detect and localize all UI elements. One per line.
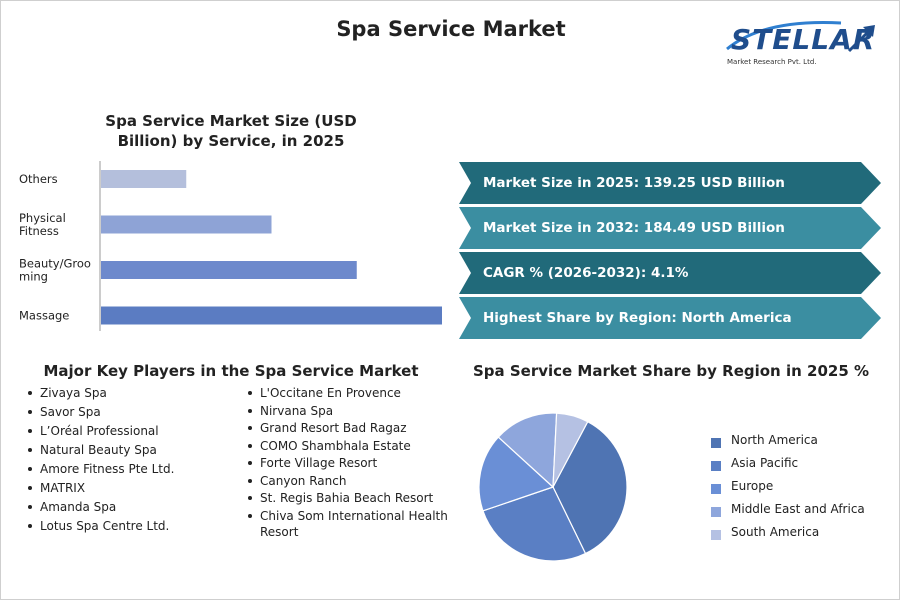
player-item: Nirvana Spa xyxy=(245,403,455,419)
pie-slice-asia-pacific xyxy=(482,486,587,562)
pie-slice-europe xyxy=(478,436,555,512)
logo-wordmark: STELLAR xyxy=(731,23,876,56)
category-label-line: Fitness xyxy=(19,224,59,238)
arrow-fill xyxy=(459,252,881,294)
legend-label: Europe xyxy=(731,479,774,493)
category-label-line: ming xyxy=(19,270,48,284)
bar-massage xyxy=(101,306,442,325)
legend-label: North America xyxy=(731,433,818,447)
arrow-fill xyxy=(459,162,881,204)
info-card-market-size-2032: Market Size in 2032: 184.49 USD Billion xyxy=(459,207,881,249)
info-card-text: CAGR % (2026-2032): 4.1% xyxy=(483,265,689,281)
player-item: Canyon Ranch xyxy=(245,473,455,489)
page-title: Spa Service Market xyxy=(336,17,566,41)
pie-slice-south-america xyxy=(552,412,589,488)
category-label: Beauty/Groo ming xyxy=(19,257,91,284)
info-card-text: Highest Share by Region: North America xyxy=(483,310,792,326)
player-item: Amanda Spa xyxy=(25,499,225,515)
legend-swatch xyxy=(711,438,721,448)
players-list-right: L'Occitane En Provence Nirvana Spa Grand… xyxy=(245,385,455,541)
players-title: Major Key Players in the Spa Service Mar… xyxy=(43,362,419,380)
info-card-market-size-2025: Market Size in 2025: 139.25 USD Billion xyxy=(459,162,881,204)
arrow-shape xyxy=(459,207,881,249)
info-card-cagr: CAGR % (2026-2032): 4.1% xyxy=(459,252,881,294)
arrow-fill xyxy=(459,297,881,339)
arrow-shape xyxy=(459,162,881,204)
player-item: Savor Spa xyxy=(25,404,225,420)
category-label: Massage xyxy=(19,309,69,323)
info-card-text: Market Size in 2025: 139.25 USD Billion xyxy=(483,175,785,191)
player-item: L’Oréal Professional xyxy=(25,423,225,439)
stellar-logo: STELLAR Market Research Pvt. Ltd. xyxy=(723,15,883,71)
legend-label: Middle East and Africa xyxy=(731,502,865,516)
legend-swatch xyxy=(711,461,721,471)
player-item: Zivaya Spa xyxy=(25,385,225,401)
player-item: Lotus Spa Centre Ltd. xyxy=(25,518,225,534)
player-item: St. Regis Bahia Beach Resort xyxy=(245,490,455,506)
pie-chart-title: Spa Service Market Share by Region in 20… xyxy=(472,362,870,380)
pie-chart xyxy=(478,412,628,562)
player-item: Forte Village Resort xyxy=(245,455,455,471)
legend-swatch xyxy=(711,530,721,540)
bar-others xyxy=(101,170,187,188)
category-label-line: Others xyxy=(19,172,58,186)
legend-swatch xyxy=(711,484,721,494)
arrow-fill xyxy=(459,207,881,249)
player-item: Amore Fitness Pte Ltd. xyxy=(25,461,225,477)
pie-slice-north-america xyxy=(552,420,628,555)
players-list-left: Zivaya Spa Savor Spa L’Oréal Professiona… xyxy=(25,385,225,537)
logo-subtitle: Market Research Pvt. Ltd. xyxy=(727,58,817,66)
info-card-text: Market Size in 2032: 184.49 USD Billion xyxy=(483,220,785,236)
player-item: Chiva Som International Health Resort xyxy=(245,508,455,540)
category-label-line: Physical xyxy=(19,211,66,225)
bar-physical-fitness xyxy=(101,215,272,234)
player-item: MATRIX xyxy=(25,480,225,496)
arrow-shape xyxy=(459,252,881,294)
player-item: Natural Beauty Spa xyxy=(25,442,225,458)
category-label: Physical Fitness xyxy=(19,211,66,238)
legend-label: Asia Pacific xyxy=(731,456,799,470)
logo-swoosh-icon xyxy=(726,21,875,53)
category-label: Others xyxy=(19,172,58,186)
player-item: L'Occitane En Provence xyxy=(245,385,455,401)
pie-slice-middle-east-and-africa xyxy=(497,412,558,489)
player-item: COMO Shambhala Estate xyxy=(245,438,455,454)
bar-beauty-grooming xyxy=(101,261,357,279)
legend-label: South America xyxy=(731,525,820,539)
category-label-line: Beauty/Groo xyxy=(19,257,91,271)
arrow-shape xyxy=(459,297,881,339)
info-card-highest-share: Highest Share by Region: North America xyxy=(459,297,881,339)
bar-chart: Others Physical Fitness Beauty/Groo ming Mass… xyxy=(19,161,442,331)
bar-chart-title: Spa Service Market Size (USD Billion) by… xyxy=(105,112,357,150)
category-label-line: Massage xyxy=(19,309,69,323)
player-item: Grand Resort Bad Ragaz xyxy=(245,420,455,436)
legend-swatch xyxy=(711,507,721,517)
